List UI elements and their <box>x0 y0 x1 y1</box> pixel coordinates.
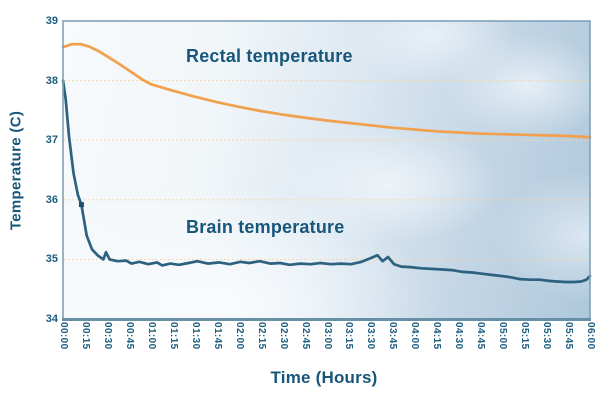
x-tick-label-05:00: 05:00 <box>497 322 509 350</box>
y-tick-label-39: 39 <box>45 15 58 27</box>
brain-temperature-label: Brain temperature <box>186 217 345 237</box>
brain-temperature-line <box>61 79 592 284</box>
y-tick-label-36: 36 <box>45 193 58 206</box>
x-tick-label-01:45: 01:45 <box>211 322 223 350</box>
x-tick-label-02:30: 02:30 <box>277 322 289 350</box>
y-tick-label-38: 38 <box>45 74 58 87</box>
x-tick-label-02:45: 02:45 <box>299 322 311 350</box>
data-point-marker <box>78 202 84 208</box>
rectal-temperature-label: Rectal temperature <box>186 46 353 66</box>
x-tick-label-00:00: 00:00 <box>58 322 69 350</box>
x-tick-label-00:30: 00:30 <box>101 322 113 350</box>
x-tick-label-03:45: 03:45 <box>387 322 399 350</box>
x-tick-label-05:15: 05:15 <box>519 322 531 350</box>
x-tick-label-05:45: 05:45 <box>563 322 575 350</box>
x-tick-label-01:30: 01:30 <box>189 322 201 350</box>
x-tick-label-02:15: 02:15 <box>255 322 267 350</box>
x-tick-label-04:00: 04:00 <box>409 322 421 350</box>
y-axis-title: Temperature (C) <box>7 110 25 231</box>
x-tick-label-04:30: 04:30 <box>453 322 465 350</box>
rectal-temperature-line <box>61 42 592 139</box>
plot-background <box>63 21 590 319</box>
x-tick-label-05:30: 05:30 <box>541 322 553 350</box>
x-tick-label-04:15: 04:15 <box>431 322 443 350</box>
y-tick-label-35: 35 <box>45 253 58 266</box>
x-tick-label-03:15: 03:15 <box>343 322 355 350</box>
x-tick-label-00:15: 00:15 <box>79 322 91 350</box>
x-tick-label-03:30: 03:30 <box>365 322 377 350</box>
y-tick-label-37: 37 <box>45 134 58 147</box>
x-tick-label-01:15: 01:15 <box>167 322 179 350</box>
x-tick-label-06:00: 06:00 <box>585 322 596 350</box>
x-tick-label-04:45: 04:45 <box>475 322 487 350</box>
x-tick-label-00:45: 00:45 <box>123 322 135 350</box>
x-tick-label-03:00: 03:00 <box>321 322 333 350</box>
x-axis-title: Time (Hours) <box>270 368 378 387</box>
x-tick-label-02:00: 02:00 <box>233 322 245 350</box>
x-tick-label-01:00: 01:00 <box>145 322 157 350</box>
y-tick-label-34: 34 <box>45 313 58 325</box>
